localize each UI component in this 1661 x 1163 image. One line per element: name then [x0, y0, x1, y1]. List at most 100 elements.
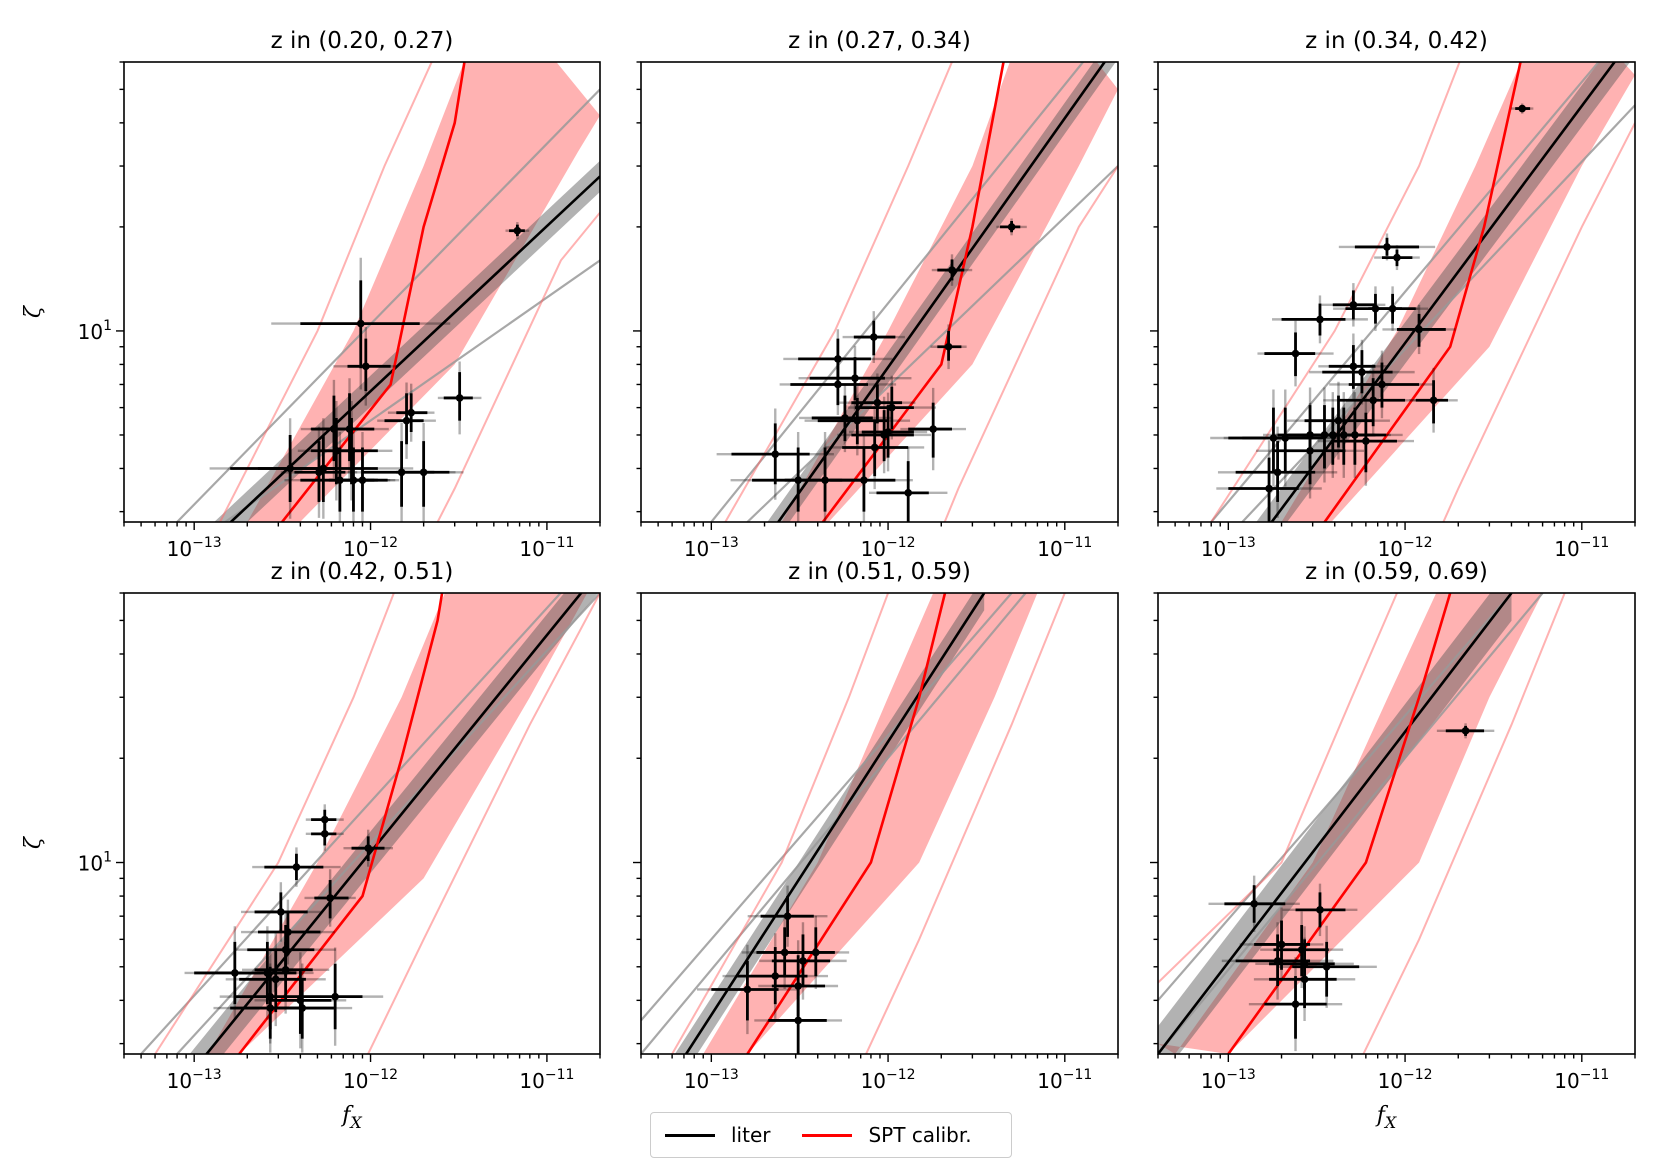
x-tick-label: 10−11	[1037, 535, 1092, 561]
panel-6: 10−13 10−12 10−11 z in (0.59, 0.69) fX	[1150, 559, 1636, 1132]
y-ticks	[633, 61, 641, 513]
x-tick-exponent: −13	[192, 1067, 222, 1083]
spt-band	[658, 593, 1038, 1054]
point-marker	[821, 476, 829, 484]
x-ticks	[123, 1054, 601, 1062]
data-point	[799, 383, 891, 453]
point-marker	[1277, 940, 1286, 949]
point-marker	[1461, 727, 1470, 735]
data-point	[333, 327, 399, 406]
point-marker	[1349, 301, 1358, 309]
point-marker	[407, 408, 415, 417]
liter-band	[674, 593, 985, 1054]
spt-envelope-0	[218, 62, 433, 522]
point-marker	[1362, 437, 1370, 445]
point-marker	[853, 416, 862, 425]
x-tick-exponent: −12	[886, 535, 916, 551]
data-point	[825, 405, 925, 490]
data-point	[1309, 339, 1415, 405]
x-tick-label: 10−11	[1037, 1067, 1092, 1093]
panel-5: 10−13 10−12 10−11 z in (0.51, 0.59)	[633, 559, 1119, 1093]
x-tick-label: 10−13	[684, 1067, 739, 1093]
x-tick-exponent: −13	[1226, 1067, 1256, 1083]
point-marker	[402, 416, 411, 425]
x-axis-label: fX	[340, 1103, 362, 1132]
data-point	[716, 408, 834, 500]
liter-envelope-1	[1158, 593, 1544, 1054]
data-point	[747, 885, 828, 947]
point-marker	[1007, 223, 1016, 231]
panel-title: z in (0.59, 0.69)	[1305, 559, 1488, 585]
spt-envelope-1	[366, 593, 600, 1054]
x-tick-exponent: −11	[1063, 1067, 1093, 1083]
legend-line-liter	[665, 1133, 715, 1137]
point-marker	[944, 342, 953, 351]
point-marker	[884, 428, 892, 436]
point-marker	[364, 844, 373, 852]
spt-median-line	[1227, 593, 1452, 1054]
plot-area	[658, 62, 1118, 522]
liter-band	[214, 160, 600, 522]
legend-line-spt	[802, 1133, 853, 1137]
x-tick-exponent: −12	[1403, 535, 1433, 551]
legend-item-liter: liter	[665, 1123, 770, 1147]
data-point	[252, 847, 341, 887]
point-marker	[1369, 396, 1377, 405]
x-tick-label: 10−13	[1201, 535, 1256, 561]
point-marker	[873, 398, 882, 407]
liter-envelope-1	[1241, 104, 1635, 522]
data-point	[900, 387, 967, 471]
spt-median-line	[238, 593, 444, 1054]
x-tick-exponent: −12	[368, 1067, 398, 1083]
point-marker	[281, 966, 290, 974]
data-point	[1257, 320, 1334, 387]
data-point	[782, 915, 850, 990]
x-tick-exponent: −11	[1580, 1067, 1610, 1083]
data-point	[1374, 245, 1420, 271]
point-marker	[1351, 431, 1359, 439]
x-ticks	[640, 1054, 1119, 1062]
point-marker	[513, 226, 522, 235]
liter-envelope-0	[140, 593, 563, 1054]
data-point	[1287, 381, 1390, 460]
panel-3: 10−13 10−12 10−11 z in (0.34, 0.42)	[1150, 28, 1636, 561]
point-marker	[1378, 380, 1386, 389]
x-tick-label: 10−12	[861, 535, 916, 561]
liter-median-line	[204, 593, 583, 1054]
point-marker	[811, 948, 820, 957]
data-point	[783, 329, 893, 389]
liter-median-line	[1158, 593, 1513, 1054]
y-ticks	[1150, 61, 1158, 513]
liter-envelope-1	[746, 165, 1118, 522]
point-marker	[326, 894, 334, 902]
panel-title: z in (0.27, 0.34)	[788, 28, 971, 54]
point-marker	[1273, 468, 1282, 477]
x-tick-label: 10−13	[167, 535, 222, 561]
point-marker	[292, 863, 301, 871]
point-marker	[1316, 315, 1324, 324]
data-point	[779, 353, 897, 415]
point-marker	[362, 362, 370, 371]
x-tick-label: 10−12	[343, 535, 398, 561]
x-tick-exponent: −13	[709, 535, 739, 551]
x-tick-label: 10−13	[684, 535, 739, 561]
point-marker	[1265, 484, 1273, 493]
panel-1: 10−13 10−12 10−11 101 z in (0.20, 0.27) ζ	[21, 28, 601, 561]
y-tick-label: 101	[78, 850, 112, 876]
point-marker	[743, 985, 752, 994]
point-marker	[1300, 975, 1309, 984]
spt-envelope-0	[1210, 62, 1461, 522]
data-point	[1208, 875, 1300, 932]
y-tick-exponent: 1	[103, 318, 112, 334]
data-point	[1511, 103, 1534, 114]
point-marker	[851, 374, 859, 382]
liter-median-line	[684, 593, 986, 1054]
x-axis-label-subscript: X	[1383, 1113, 1397, 1132]
data-point	[842, 311, 905, 363]
data-point	[839, 373, 916, 432]
data-point	[387, 383, 435, 442]
data-point	[437, 361, 482, 435]
x-tick-exponent: −12	[368, 535, 398, 551]
data-point	[931, 254, 973, 286]
point-marker	[320, 815, 329, 824]
